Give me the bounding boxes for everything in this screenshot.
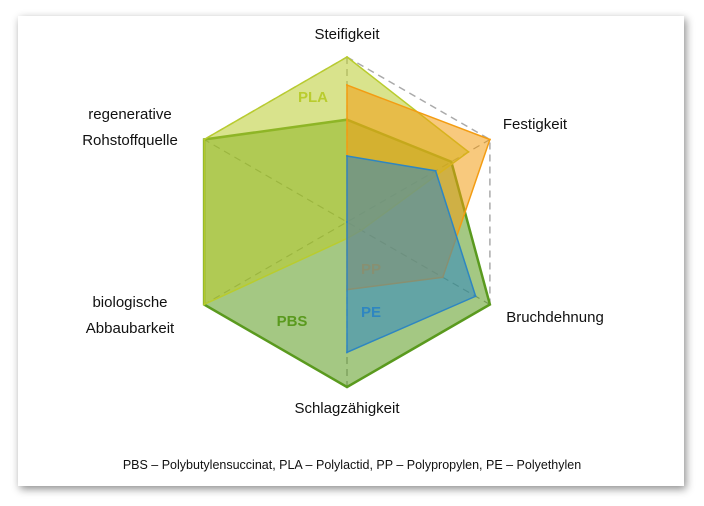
- axis-label: regenerative Rohstoffquelle: [82, 106, 178, 149]
- series-point: [346, 386, 348, 388]
- axis-label: Steifigkeit: [314, 26, 380, 43]
- axis-label: Schlagzähigkeit: [294, 400, 400, 417]
- series-point: [203, 138, 206, 141]
- series-label: PBS: [277, 313, 308, 330]
- series-label: PE: [361, 304, 381, 321]
- axis-label: biologische Abbaubarkeit: [85, 294, 175, 337]
- series-point: [488, 138, 491, 141]
- series-point: [346, 56, 348, 58]
- axis-label: Bruchdehnung: [506, 309, 604, 326]
- series-point: [203, 303, 206, 306]
- series-area: [346, 155, 477, 354]
- series-label: PLA: [298, 89, 328, 106]
- series-point: [474, 295, 477, 298]
- series-point: [434, 169, 437, 172]
- series-point: [346, 84, 348, 87]
- series-point: [346, 155, 348, 157]
- series-point: [346, 351, 348, 354]
- series-point: [346, 221, 348, 223]
- axis-label: Festigkeit: [502, 116, 568, 133]
- footnote: PBS – Polybutylensuccinat, PLA – Polylac…: [122, 458, 582, 472]
- series-point: [488, 303, 491, 306]
